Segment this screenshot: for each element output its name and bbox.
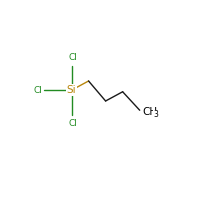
Text: 3: 3 <box>153 110 158 119</box>
Text: Cl: Cl <box>69 53 77 62</box>
Text: Cl: Cl <box>69 119 77 128</box>
Text: Cl: Cl <box>33 86 42 95</box>
Text: CH: CH <box>143 107 158 117</box>
Text: Si: Si <box>67 85 76 95</box>
